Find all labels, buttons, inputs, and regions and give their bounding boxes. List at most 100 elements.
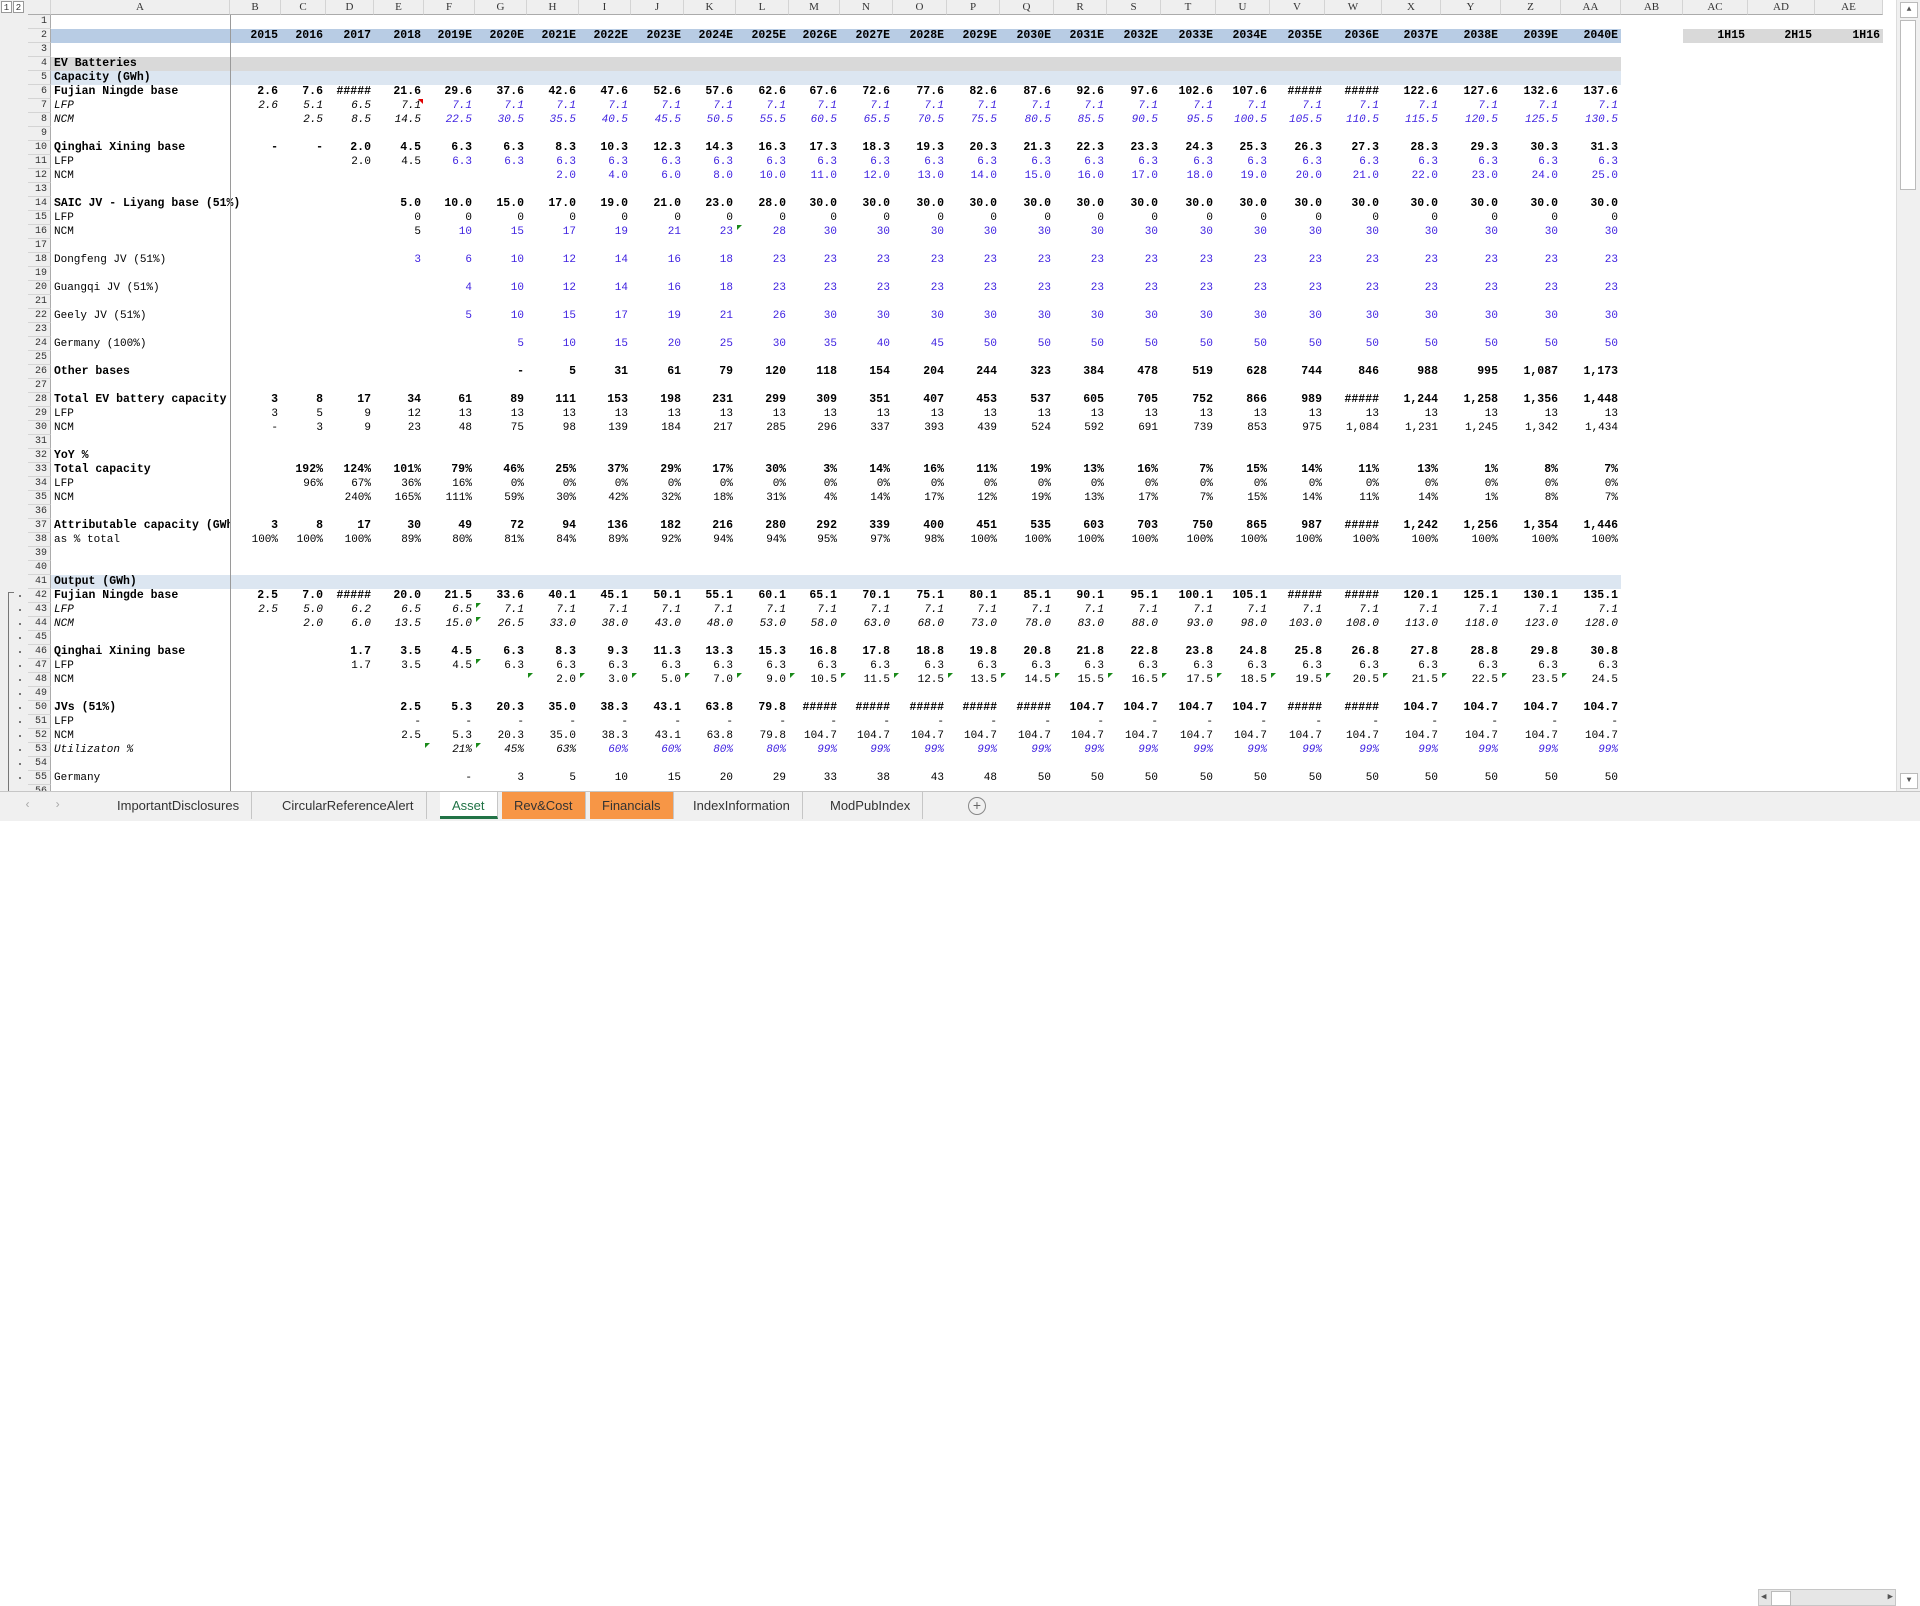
cell-j34[interactable]: 0% xyxy=(667,478,681,490)
row-label[interactable]: LFP xyxy=(54,604,74,616)
cell-n16[interactable]: 30 xyxy=(876,226,890,238)
cell-v43[interactable]: 7.1 xyxy=(1302,604,1322,616)
cell-r26[interactable]: 384 xyxy=(1083,365,1104,378)
cell-o11[interactable]: 6.3 xyxy=(924,156,944,168)
sheet-tab-financials[interactable]: Financials xyxy=(590,792,674,819)
cell-w15[interactable]: 0 xyxy=(1372,212,1379,224)
cell-aa18[interactable]: 23 xyxy=(1604,254,1618,266)
cell-s6[interactable]: 97.6 xyxy=(1130,85,1158,98)
cell-q26[interactable]: 323 xyxy=(1030,365,1051,378)
outline-group-bracket[interactable] xyxy=(8,592,14,791)
cell-f7[interactable]: 7.1 xyxy=(452,100,472,112)
row-header-40[interactable]: 40 xyxy=(28,561,51,575)
cell-j24[interactable]: 20 xyxy=(667,338,681,350)
cell-m47[interactable]: 6.3 xyxy=(817,660,837,672)
cell-w10[interactable]: 27.3 xyxy=(1351,141,1379,154)
cell-d46[interactable]: 1.7 xyxy=(350,645,371,658)
cell-z6[interactable]: 132.6 xyxy=(1523,85,1558,98)
cell-h29[interactable]: 13 xyxy=(562,408,576,420)
cell-aa44[interactable]: 128.0 xyxy=(1584,618,1618,630)
cell-l26[interactable]: 120 xyxy=(765,365,786,378)
cell-n42[interactable]: 70.1 xyxy=(862,589,890,602)
cell-z8[interactable]: 125.5 xyxy=(1524,114,1558,126)
cell-g18[interactable]: 10 xyxy=(510,254,524,266)
cell-g22[interactable]: 10 xyxy=(510,310,524,322)
cell-r12[interactable]: 16.0 xyxy=(1077,170,1104,182)
cell-t22[interactable]: 30 xyxy=(1199,310,1213,322)
cell-g8[interactable]: 30.5 xyxy=(497,114,524,126)
cell-k35[interactable]: 18% xyxy=(713,492,733,504)
cell-l33[interactable]: 30% xyxy=(765,463,786,476)
cell-f11[interactable]: 6.3 xyxy=(452,156,472,168)
cell-x29[interactable]: 13 xyxy=(1424,408,1438,420)
cell-h35[interactable]: 30% xyxy=(556,492,576,504)
cell-b42[interactable]: 2.5 xyxy=(257,589,278,602)
cell-f51[interactable]: - xyxy=(465,716,472,728)
cell-k28[interactable]: 231 xyxy=(712,393,733,406)
cell-aa20[interactable]: 23 xyxy=(1604,282,1618,294)
row-label[interactable]: SAIC JV - Liyang base (51%) xyxy=(54,197,241,210)
cell-t29[interactable]: 13 xyxy=(1199,408,1213,420)
cell-l20[interactable]: 23 xyxy=(772,282,786,294)
cell-g53[interactable]: 45% xyxy=(504,744,524,756)
cell-i10[interactable]: 10.3 xyxy=(600,141,628,154)
row-header-23[interactable]: 23 xyxy=(28,323,51,337)
row-label[interactable]: Guangqi JV (51%) xyxy=(54,282,160,294)
cell-p14[interactable]: 30.0 xyxy=(969,197,997,210)
cell-q12[interactable]: 15.0 xyxy=(1024,170,1051,182)
cell-z34[interactable]: 0% xyxy=(1544,478,1558,490)
cell-h52[interactable]: 35.0 xyxy=(549,730,576,742)
cell-aa8[interactable]: 130.5 xyxy=(1584,114,1618,126)
cell-j37[interactable]: 182 xyxy=(660,519,681,532)
cell-v30[interactable]: 975 xyxy=(1302,422,1322,434)
cell-v26[interactable]: 744 xyxy=(1301,365,1322,378)
cell-x34[interactable]: 0% xyxy=(1424,478,1438,490)
cell-ae2[interactable]: 1H16 xyxy=(1852,29,1880,42)
cell-o18[interactable]: 23 xyxy=(930,254,944,266)
cell-o46[interactable]: 18.8 xyxy=(916,645,944,658)
cell-z50[interactable]: 104.7 xyxy=(1523,701,1558,714)
cell-n53[interactable]: 99% xyxy=(870,744,890,756)
cell-o8[interactable]: 70.5 xyxy=(917,114,944,126)
column-header-x[interactable]: X xyxy=(1382,0,1441,15)
cell-y43[interactable]: 7.1 xyxy=(1478,604,1498,616)
cell-s33[interactable]: 16% xyxy=(1137,463,1158,476)
cell-u24[interactable]: 50 xyxy=(1253,338,1267,350)
cell-v55[interactable]: 50 xyxy=(1308,772,1322,784)
cell-y30[interactable]: 1,245 xyxy=(1464,422,1498,434)
cell-u48[interactable]: 18.5 xyxy=(1240,674,1267,686)
cell-j55[interactable]: 15 xyxy=(667,772,681,784)
cell-m34[interactable]: 0% xyxy=(823,478,837,490)
comment-indicator[interactable] xyxy=(632,673,637,678)
row-header-52[interactable]: 52 xyxy=(28,729,51,743)
cell-e2[interactable]: 2018 xyxy=(393,29,421,42)
cell-m43[interactable]: 7.1 xyxy=(817,604,837,616)
cell-i35[interactable]: 42% xyxy=(608,492,628,504)
row-header-4[interactable]: 4 xyxy=(28,57,51,71)
cell-y44[interactable]: 118.0 xyxy=(1464,618,1498,630)
cell-r20[interactable]: 23 xyxy=(1090,282,1104,294)
cell-e42[interactable]: 20.0 xyxy=(393,589,421,602)
row-header-7[interactable]: 7 xyxy=(28,99,51,113)
cell-r7[interactable]: 7.1 xyxy=(1084,100,1104,112)
cell-w12[interactable]: 21.0 xyxy=(1352,170,1379,182)
row-label[interactable]: Fujian Ningde base xyxy=(54,589,179,602)
cell-n26[interactable]: 154 xyxy=(869,365,890,378)
cell-aa11[interactable]: 6.3 xyxy=(1598,156,1618,168)
row-label[interactable]: NCM xyxy=(54,114,74,126)
cell-i50[interactable]: 38.3 xyxy=(600,701,628,714)
cell-p29[interactable]: 13 xyxy=(983,408,997,420)
comment-indicator[interactable] xyxy=(580,673,585,678)
cell-n12[interactable]: 12.0 xyxy=(863,170,890,182)
cell-u14[interactable]: 30.0 xyxy=(1239,197,1267,210)
cell-p26[interactable]: 244 xyxy=(976,365,997,378)
cell-i8[interactable]: 40.5 xyxy=(601,114,628,126)
cell-x48[interactable]: 21.5 xyxy=(1411,674,1438,686)
cell-l35[interactable]: 31% xyxy=(766,492,786,504)
cell-t48[interactable]: 17.5 xyxy=(1186,674,1213,686)
cell-p11[interactable]: 6.3 xyxy=(977,156,997,168)
cell-m50[interactable]: ##### xyxy=(802,701,837,714)
cell-g44[interactable]: 26.5 xyxy=(497,618,524,630)
cell-l10[interactable]: 16.3 xyxy=(758,141,786,154)
cell-r33[interactable]: 13% xyxy=(1083,463,1104,476)
